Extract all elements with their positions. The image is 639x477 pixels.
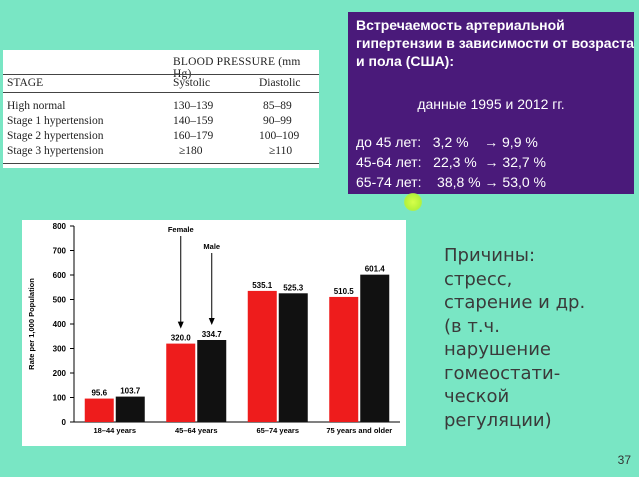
diastolic-cell: 85–89 [263,100,292,112]
table-row: Stage 1 hypertension 140–159 90–99 [7,115,315,129]
data-label: 510.5 [334,287,355,296]
reasons-line: гомеостати- [444,362,561,384]
reasons-line: нарушение [444,339,551,360]
info-subtitle: данные 1995 и 2012 гг. [417,96,565,112]
column-header-stage: STAGE [7,77,44,89]
stage-cell: High normal [7,100,66,112]
bar-female [247,290,277,422]
pointer-highlight [404,193,422,211]
reasons-line: старение и др. [444,292,586,313]
data-label: 525.3 [283,283,304,292]
y-tick-label: 700 [53,247,67,256]
data-label: 601.4 [365,265,386,274]
systolic-cell: 130–139 [173,100,214,112]
y-axis-label: Rate per 1,000 Population [27,278,36,370]
y-tick-label: 300 [53,345,67,354]
hypertension-info-box: Встречаемость артериальной гипертензии в… [348,12,634,194]
diastolic-cell: ≥110 [269,145,293,157]
category-label: 75 years and older [326,426,392,435]
bar-female [329,296,359,422]
female-arrowhead [177,321,184,329]
systolic-cell: 160–179 [173,130,214,142]
bar-chart: 0 100 200 300 400 500 600 700 800 Rate per 1,000 … [27,222,400,435]
y-tick-label: 0 [62,418,67,427]
reasons-line: регуляции) [444,409,552,431]
data-label: 535.1 [252,281,273,290]
stage-cell: Stage 2 hypertension [7,130,104,142]
slide-number: 37 [617,453,631,467]
systolic-cell: ≥180 [179,145,203,157]
divider [3,163,319,164]
reasons-text: Причины: стресс, старение и др. (в т.ч. … [444,244,634,432]
y-tick-label: 100 [53,394,67,403]
category-label: 45–64 years [175,426,218,435]
reasons-line: (в т.ч. [444,315,500,337]
column-header-systolic: Systolic [173,77,211,89]
y-tick-label: 600 [53,271,67,280]
info-line: до 45 лет: 3,2 % → 9,9 % [356,134,538,150]
table-row: High normal 130–139 85–89 [7,100,315,114]
divider [3,92,319,93]
bar-male [115,396,145,422]
reasons-line: ческой [444,386,510,407]
male-annotation: Male [203,242,220,251]
systolic-cell: 140–159 [173,115,214,127]
y-tick-label: 400 [53,320,67,329]
bar-female [166,343,196,422]
data-label: 103.7 [120,387,141,396]
bar-male [278,293,308,422]
category-label: 65–74 years [256,426,299,435]
column-header-diastolic: Diastolic [259,77,301,89]
data-label: 320.0 [171,334,192,343]
category-label: 18–44 years [93,426,136,435]
reasons-line: Причины: [444,245,536,266]
diastolic-cell: 90–99 [263,115,292,127]
info-line: 45-64 лет: 22,3 % → 32,7 % [356,154,546,170]
table-row: Stage 3 hypertension ≥180 ≥110 [7,145,315,159]
data-label: 95.6 [91,389,107,398]
info-line: 65-74 лет: 38,8 % → 53,0 % [356,174,546,190]
stage-cell: Stage 1 hypertension [7,115,104,127]
bar-male [197,339,227,422]
female-annotation: Female [168,225,194,234]
diastolic-cell: 100–109 [259,130,300,142]
y-tick-label: 800 [53,222,67,231]
table-row: Stage 2 hypertension 160–179 100–109 [7,130,315,144]
y-tick-label: 500 [53,296,67,305]
y-tick-label: 200 [53,369,67,378]
stage-cell: Stage 3 hypertension [7,145,104,157]
data-label: 334.7 [202,330,223,339]
male-arrowhead [208,317,215,325]
info-title: Встречаемость артериальной гипертензии в… [356,17,635,69]
reasons-line: стресс, [444,268,513,290]
divider [3,74,319,75]
bar-chart-panel: 0 100 200 300 400 500 600 700 800 Rate per 1,000 … [22,220,406,446]
bar-male [360,274,390,422]
bar-female [84,398,114,422]
blood-pressure-table: BLOOD PRESSURE (mm Hg) STAGE Systolic Di… [3,50,319,168]
